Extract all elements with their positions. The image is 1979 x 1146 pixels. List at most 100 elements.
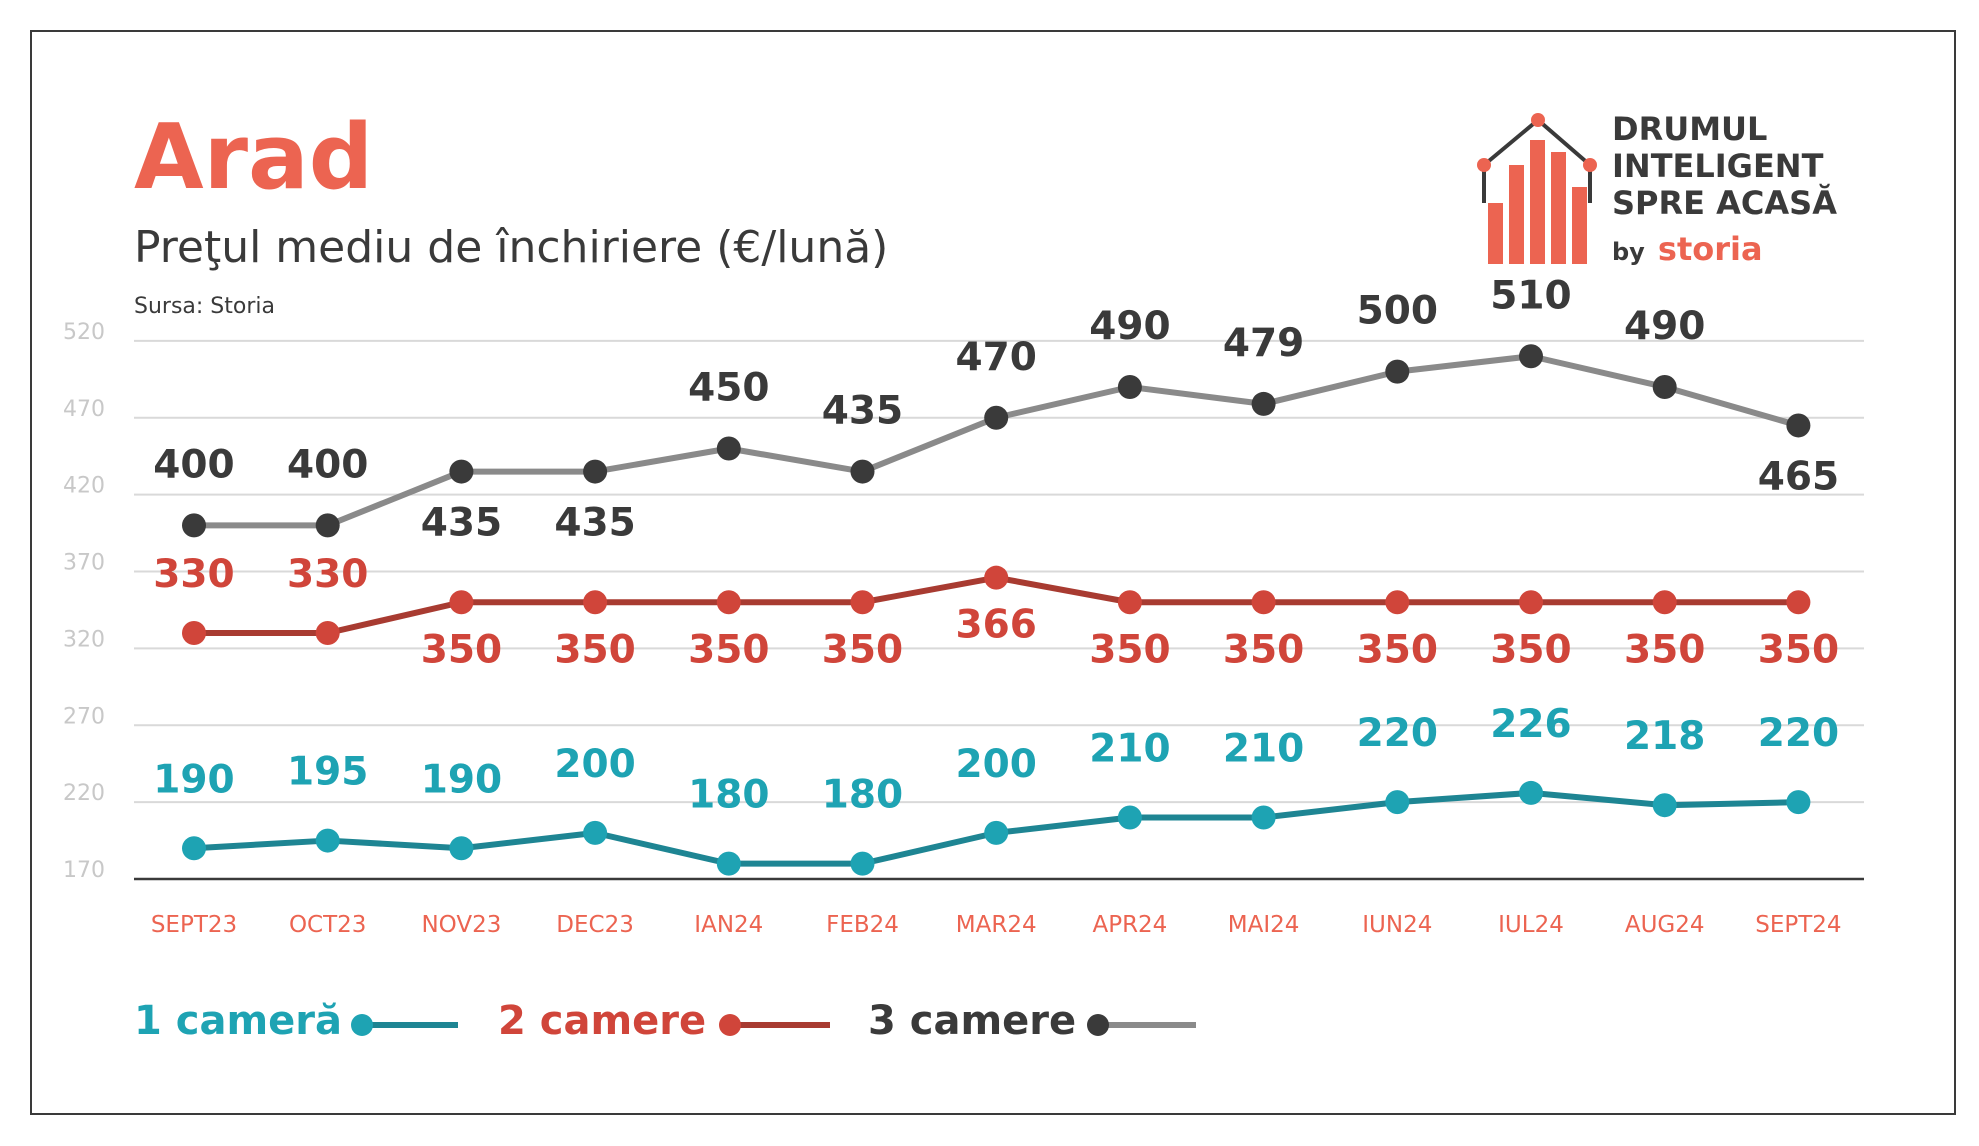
data-point-two xyxy=(315,621,340,645)
data-point-three xyxy=(449,459,474,484)
data-label-two: 330 xyxy=(287,552,368,597)
series-points xyxy=(182,344,1811,876)
legend-marker-3-camere xyxy=(1087,1014,1109,1036)
logo-brand: storia xyxy=(1658,230,1763,268)
data-label-one: 200 xyxy=(955,742,1036,787)
data-label-one: 190 xyxy=(153,757,234,802)
data-point-two xyxy=(850,590,875,615)
data-label-one: 180 xyxy=(822,773,903,818)
data-label-one: 220 xyxy=(1758,711,1839,756)
data-label-one: 190 xyxy=(421,757,502,802)
y-tick-label: 220 xyxy=(63,781,105,806)
chart-source: Sursa: Storia xyxy=(134,294,275,319)
data-label-two: 350 xyxy=(421,627,502,672)
data-point-two xyxy=(583,590,608,615)
house-chart-icon xyxy=(1477,113,1597,264)
data-label-one: 218 xyxy=(1624,714,1705,759)
y-axis-ticks: 170 220 270 320 370 420 470 520 xyxy=(63,320,105,883)
data-point-three xyxy=(1786,413,1811,438)
x-tick-label: MAI24 xyxy=(1228,912,1300,938)
data-point-three xyxy=(1251,391,1276,416)
data-point-two xyxy=(1519,590,1543,615)
data-label-three: 435 xyxy=(421,501,502,546)
data-label-three: 400 xyxy=(153,442,234,487)
x-tick-label: APR24 xyxy=(1092,912,1167,938)
data-label-two: 366 xyxy=(955,603,1036,648)
data-label-three: 435 xyxy=(554,501,635,546)
data-point-two xyxy=(1652,590,1677,615)
data-point-one xyxy=(850,851,875,876)
data-point-one xyxy=(583,820,608,845)
data-label-one: 180 xyxy=(688,773,769,818)
data-label-two: 350 xyxy=(1223,627,1304,672)
data-label-three: 470 xyxy=(955,335,1036,380)
legend-item-1-camera: 1 cameră xyxy=(134,998,458,1044)
chart-frame xyxy=(30,30,1956,1115)
legend-marker-1-camera xyxy=(351,1014,373,1036)
data-label-three: 490 xyxy=(1089,304,1170,349)
data-labels: 190 195 190 200 180 180 200 210 210 220 226 218 220 3… xyxy=(153,273,1839,817)
logo-line-1: DRUMUL xyxy=(1612,110,1767,148)
legend-label-3-camere: 3 camere xyxy=(868,998,1076,1044)
legend-item-3-camere: 3 camere xyxy=(868,998,1196,1044)
logo-line-2: INTELIGENT xyxy=(1612,147,1824,185)
y-tick-label: 320 xyxy=(63,627,105,652)
y-tick-label: 370 xyxy=(63,551,105,576)
data-label-three: 400 xyxy=(287,442,368,487)
data-point-three xyxy=(1117,375,1142,399)
chart-title: Arad xyxy=(134,105,373,210)
chart-subtitle: Preţul mediu de închiriere (€/lună) xyxy=(134,222,888,273)
legend-item-2-camere: 2 camere xyxy=(498,998,830,1044)
data-point-two xyxy=(984,565,1009,590)
data-label-two: 350 xyxy=(1624,627,1705,672)
grid xyxy=(134,339,1864,881)
y-tick-label: 170 xyxy=(63,858,105,883)
data-point-two xyxy=(1117,590,1142,615)
data-label-one: 220 xyxy=(1357,711,1438,756)
y-tick-label: 470 xyxy=(63,397,105,422)
data-point-one xyxy=(449,836,474,861)
x-tick-label: IAN24 xyxy=(694,912,763,938)
data-label-two: 350 xyxy=(1758,627,1839,672)
data-label-one: 195 xyxy=(287,750,368,795)
data-point-three xyxy=(716,436,741,461)
data-label-two: 350 xyxy=(1490,627,1571,672)
data-point-one xyxy=(1117,805,1142,830)
data-point-one xyxy=(1786,790,1811,815)
data-label-two: 350 xyxy=(1089,627,1170,672)
data-point-two xyxy=(1786,590,1811,615)
x-tick-label: IUL24 xyxy=(1498,912,1564,938)
legend: 1 cameră 2 camere 3 camere xyxy=(134,998,1196,1044)
x-tick-label: OCT23 xyxy=(289,912,366,938)
data-point-three xyxy=(1652,375,1677,399)
data-label-two: 350 xyxy=(822,627,903,672)
x-tick-label: MAR24 xyxy=(956,912,1037,938)
y-tick-label: 420 xyxy=(63,474,105,499)
logo-by: by xyxy=(1612,238,1645,266)
data-point-one xyxy=(1385,790,1410,815)
y-tick-label: 520 xyxy=(63,320,105,345)
data-point-one xyxy=(1251,805,1276,830)
data-point-two xyxy=(449,590,474,615)
data-point-three xyxy=(1385,359,1410,384)
data-point-one xyxy=(1519,780,1543,805)
data-point-two xyxy=(716,590,741,615)
data-label-three: 490 xyxy=(1624,304,1705,349)
x-tick-label: FEB24 xyxy=(826,912,899,938)
data-point-one xyxy=(182,836,206,861)
data-point-three xyxy=(850,459,875,484)
data-label-three: 435 xyxy=(822,389,903,434)
x-tick-label: SEPT24 xyxy=(1755,912,1841,938)
logo-byline: by storia xyxy=(1612,230,1763,268)
data-label-one: 210 xyxy=(1223,727,1304,772)
data-label-two: 350 xyxy=(688,627,769,672)
x-tick-label: AUG24 xyxy=(1625,912,1705,938)
data-label-three: 465 xyxy=(1758,454,1839,499)
brand-logo: DRUMUL INTELIGENT SPRE ACASĂ by storia xyxy=(1477,110,1837,268)
data-point-three xyxy=(583,459,608,484)
legend-label-2-camere: 2 camere xyxy=(498,998,706,1044)
data-point-two xyxy=(1251,590,1276,615)
data-label-two: 330 xyxy=(153,552,234,597)
data-label-three: 479 xyxy=(1223,321,1304,366)
